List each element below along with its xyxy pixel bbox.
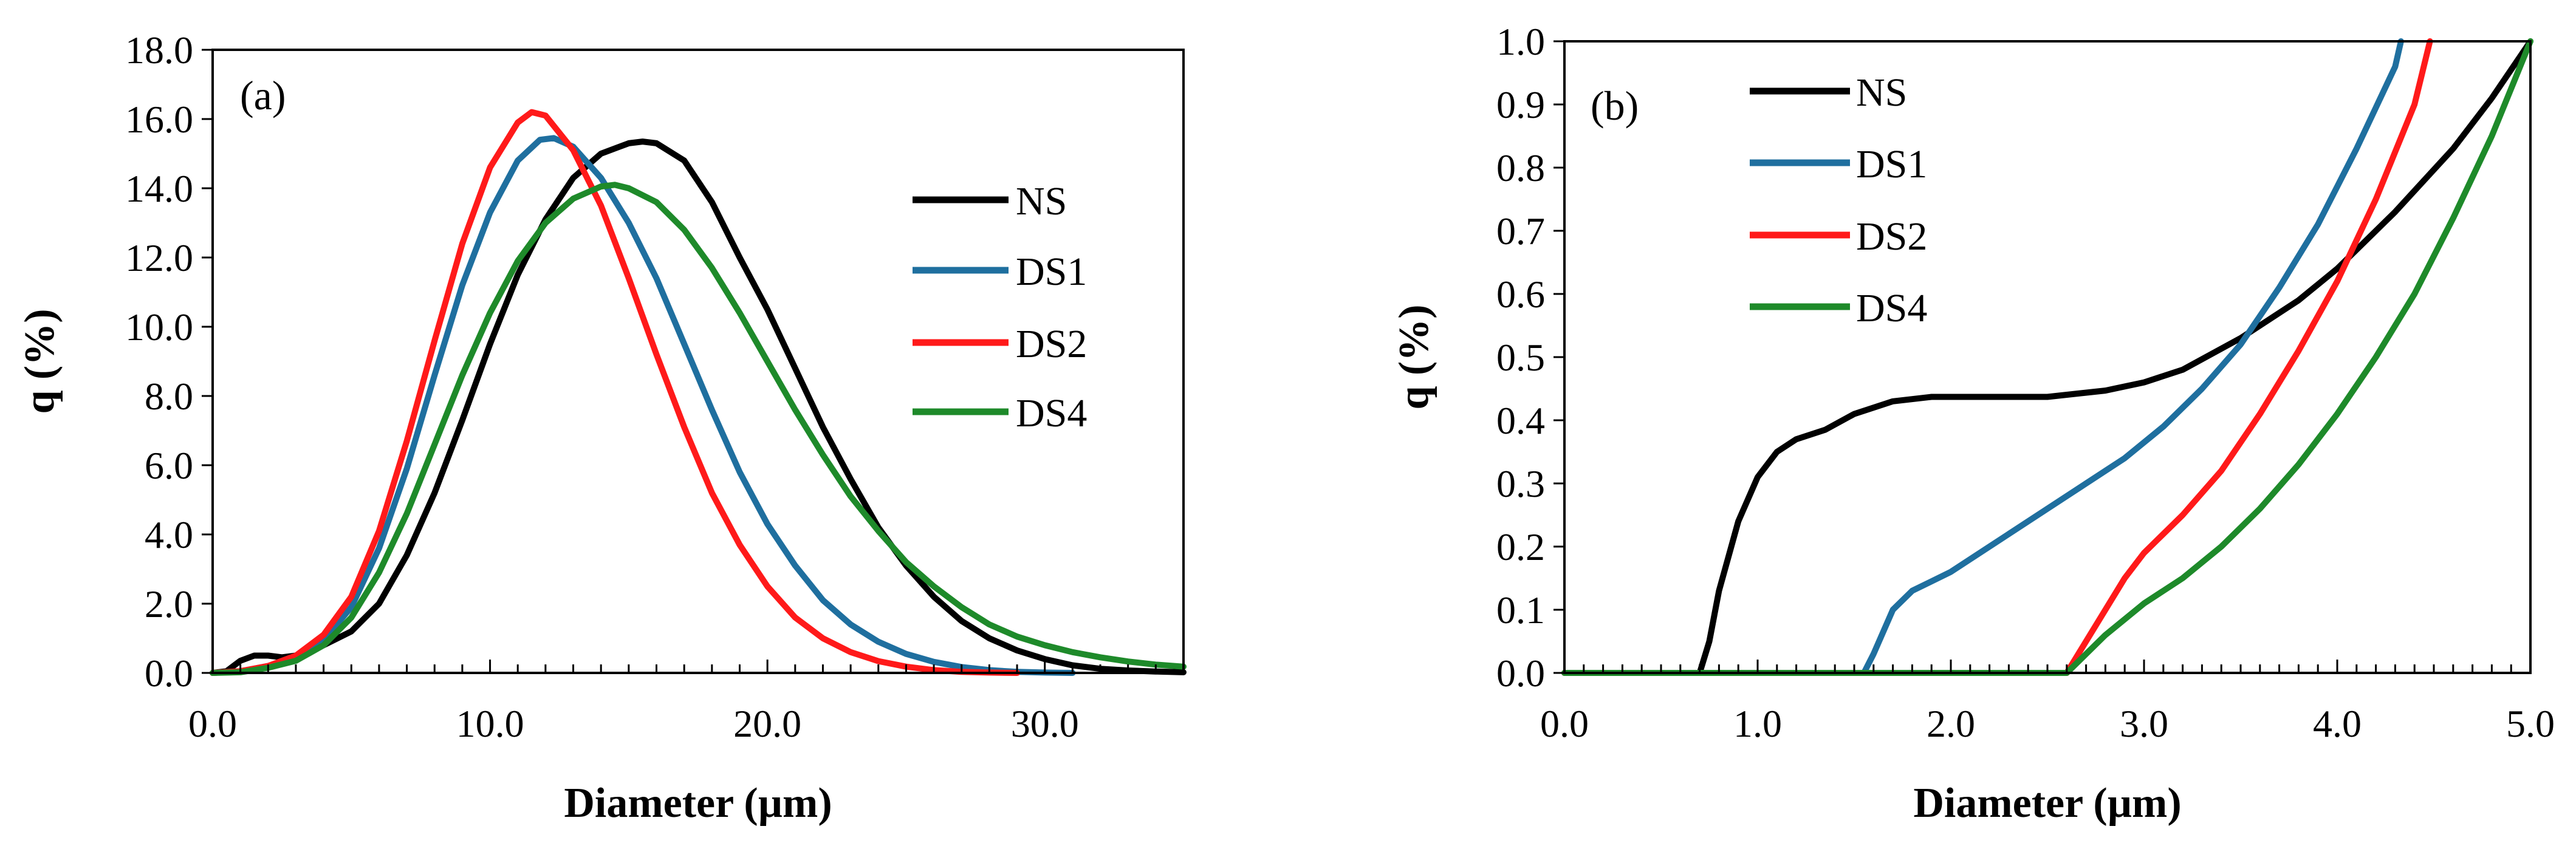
legend-b-label-ds4: DS4	[1856, 286, 1927, 330]
x-tick-label: 10.0	[456, 702, 524, 745]
chart-a-x-axis-label: Diameter (µm)	[564, 780, 832, 827]
y-tick-label: 2.0	[145, 582, 193, 626]
y-tick-label: 0.0	[145, 652, 193, 695]
y-tick-label: 1.0	[1496, 20, 1545, 63]
chart-b-panel-label: (b)	[1591, 83, 1639, 129]
chart-a-x-ticks	[211, 660, 1185, 673]
y-tick-label: 6.0	[145, 444, 193, 487]
y-tick-label: 0.8	[1496, 146, 1545, 189]
y-tick-label: 8.0	[145, 375, 193, 418]
chart-b-x-tick-labels: 0.0 1.0 2.0 3.0 4.0 5.0	[1540, 702, 2555, 745]
legend-b-label-ds2: DS2	[1856, 214, 1927, 259]
series-line-ds4	[210, 182, 1187, 676]
chart-b-y-ticks	[1553, 40, 1564, 674]
y-tick-label: 0.1	[1496, 588, 1545, 632]
x-tick-label: 3.0	[2120, 702, 2168, 745]
chart-panel-b: 0.0 1.0 2.0 3.0 4.0 5.0 0.0 0.1 0.2 0.3 0.4 0.5 0.6…	[1391, 20, 2555, 827]
y-tick-label: 0.9	[1496, 83, 1545, 126]
chart-panel-a: 0.0 10.0 20.0 30.0 0.0 2.0 4.0 6.0 8.0 10.0 12.0 1…	[16, 29, 1187, 827]
y-tick-label: 14.0	[125, 167, 193, 210]
y-tick-label: 12.0	[125, 236, 193, 279]
y-tick-label: 0.7	[1496, 210, 1545, 253]
series-line-ds2	[210, 109, 1021, 676]
series-line-ds4	[1561, 38, 2533, 676]
y-tick-label: 10.0	[125, 305, 193, 349]
y-tick-label: 0.2	[1496, 525, 1545, 568]
chart-b-y-tick-labels: 0.0 0.1 0.2 0.3 0.4 0.5 0.6 0.7 0.8 0.9 1.0	[1496, 20, 1545, 695]
chart-a-plot-frame	[211, 49, 1185, 674]
chart-b-series-group	[1561, 38, 2533, 676]
x-tick-label: 0.0	[188, 702, 237, 745]
y-tick-label: 0.6	[1496, 273, 1545, 316]
x-tick-label: 5.0	[2506, 702, 2555, 745]
chart-b-x-ticks	[1563, 660, 2532, 673]
y-tick-label: 0.4	[1496, 399, 1545, 442]
x-tick-label: 30.0	[1011, 702, 1079, 745]
y-tick-label: 4.0	[145, 513, 193, 556]
series-line-ds2	[1561, 38, 2433, 676]
legend-a-label-ds4: DS4	[1016, 391, 1087, 435]
chart-b-legend: NS DS1 DS2 DS4	[1750, 70, 1927, 330]
legend-a-label-ds2: DS2	[1016, 322, 1087, 366]
legend-b-label-ns: NS	[1856, 70, 1907, 115]
chart-a-y-axis-label: q (%)	[16, 309, 63, 414]
x-tick-label: 2.0	[1927, 702, 1975, 745]
chart-a-y-tick-labels: 0.0 2.0 4.0 6.0 8.0 10.0 12.0 14.0 16.0 18.0	[125, 29, 193, 695]
legend-a-label-ns: NS	[1016, 179, 1067, 223]
legend-b-label-ds1: DS1	[1856, 142, 1927, 186]
chart-a-series-group	[210, 109, 1187, 676]
series-line-ds1	[210, 135, 1076, 676]
y-tick-label: 0.3	[1496, 462, 1545, 505]
chart-b-plot-frame	[1563, 40, 2532, 674]
y-tick-label: 18.0	[125, 29, 193, 72]
chart-a-legend: NS DS1 DS2 DS4	[913, 179, 1087, 435]
series-line-ns	[1561, 38, 2533, 676]
x-tick-label: 1.0	[1733, 702, 1782, 745]
x-tick-label: 4.0	[2313, 702, 2362, 745]
x-tick-label: 20.0	[733, 702, 801, 745]
chart-b-x-axis-label: Diameter (µm)	[1913, 780, 2181, 827]
chart-a-panel-label: (a)	[240, 72, 286, 118]
x-tick-label: 0.0	[1540, 702, 1589, 745]
chart-a-y-ticks	[202, 49, 213, 674]
chart-b-y-axis-label: q (%)	[1391, 304, 1437, 409]
y-tick-label: 16.0	[125, 98, 193, 141]
legend-a-label-ds1: DS1	[1016, 250, 1087, 294]
y-tick-label: 0.0	[1496, 652, 1545, 695]
series-line-ds1	[1561, 38, 2404, 676]
y-tick-label: 0.5	[1496, 336, 1545, 379]
chart-a-x-tick-labels: 0.0 10.0 20.0 30.0	[188, 702, 1079, 745]
